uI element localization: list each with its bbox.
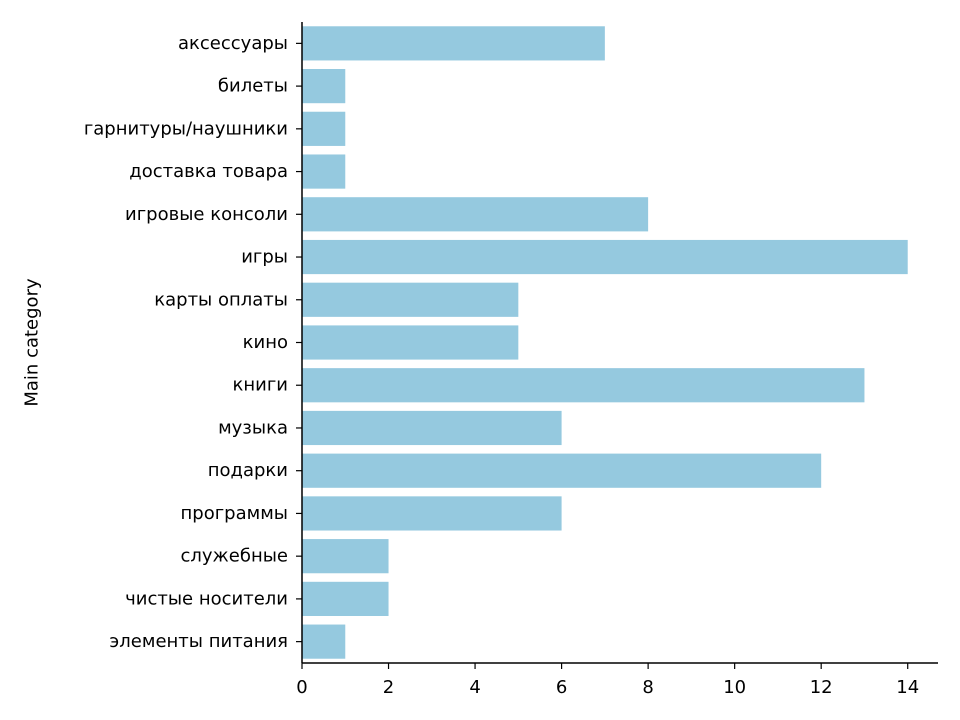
x-tick-label: 12 [810,677,833,698]
y-tick-label: гарнитуры/наушники [84,118,288,139]
bar [302,453,822,488]
y-tick-label: музыка [218,417,288,438]
bar [302,539,389,574]
bar [302,26,605,61]
y-tick-label: подарки [208,460,288,481]
y-tick-label: элементы питания [109,631,288,652]
x-tick-label: 0 [296,677,307,698]
y-tick-label: карты оплаты [154,289,288,310]
y-axis-label: Main category [22,278,43,407]
y-axis-ticks: аксессуары билеты гарнитуры/наушники достав… [84,33,302,652]
x-tick-label: 10 [723,677,746,698]
x-tick-label: 8 [642,677,653,698]
y-tick-label: служебные [181,546,289,567]
y-tick-label: игры [241,247,288,268]
bar [302,496,562,531]
bar [302,325,519,360]
x-tick-label: 6 [556,677,567,698]
x-tick-label: 2 [383,677,394,698]
y-tick-label: игровые консоли [125,204,288,225]
bar [302,239,908,275]
bar [302,410,562,446]
bar [302,282,519,317]
x-tick-label: 4 [469,677,480,698]
bar [302,154,346,189]
x-tick-label: 14 [896,677,919,698]
bar [302,69,346,104]
y-tick-label: билеты [218,76,288,97]
bar [302,111,346,146]
bar [302,624,346,659]
x-axis-ticks: 0 2 4 6 8 10 12 14 [296,663,919,698]
y-tick-label: чистые носители [125,588,288,609]
bar [302,581,389,616]
y-tick-label: доставка товара [129,161,288,182]
bar [302,197,649,232]
bars-group [302,26,908,659]
y-tick-label: аксессуары [178,33,288,54]
y-tick-label: программы [181,503,289,524]
y-tick-label: кино [243,332,288,353]
bar [302,368,865,403]
y-tick-label: книги [233,375,289,396]
